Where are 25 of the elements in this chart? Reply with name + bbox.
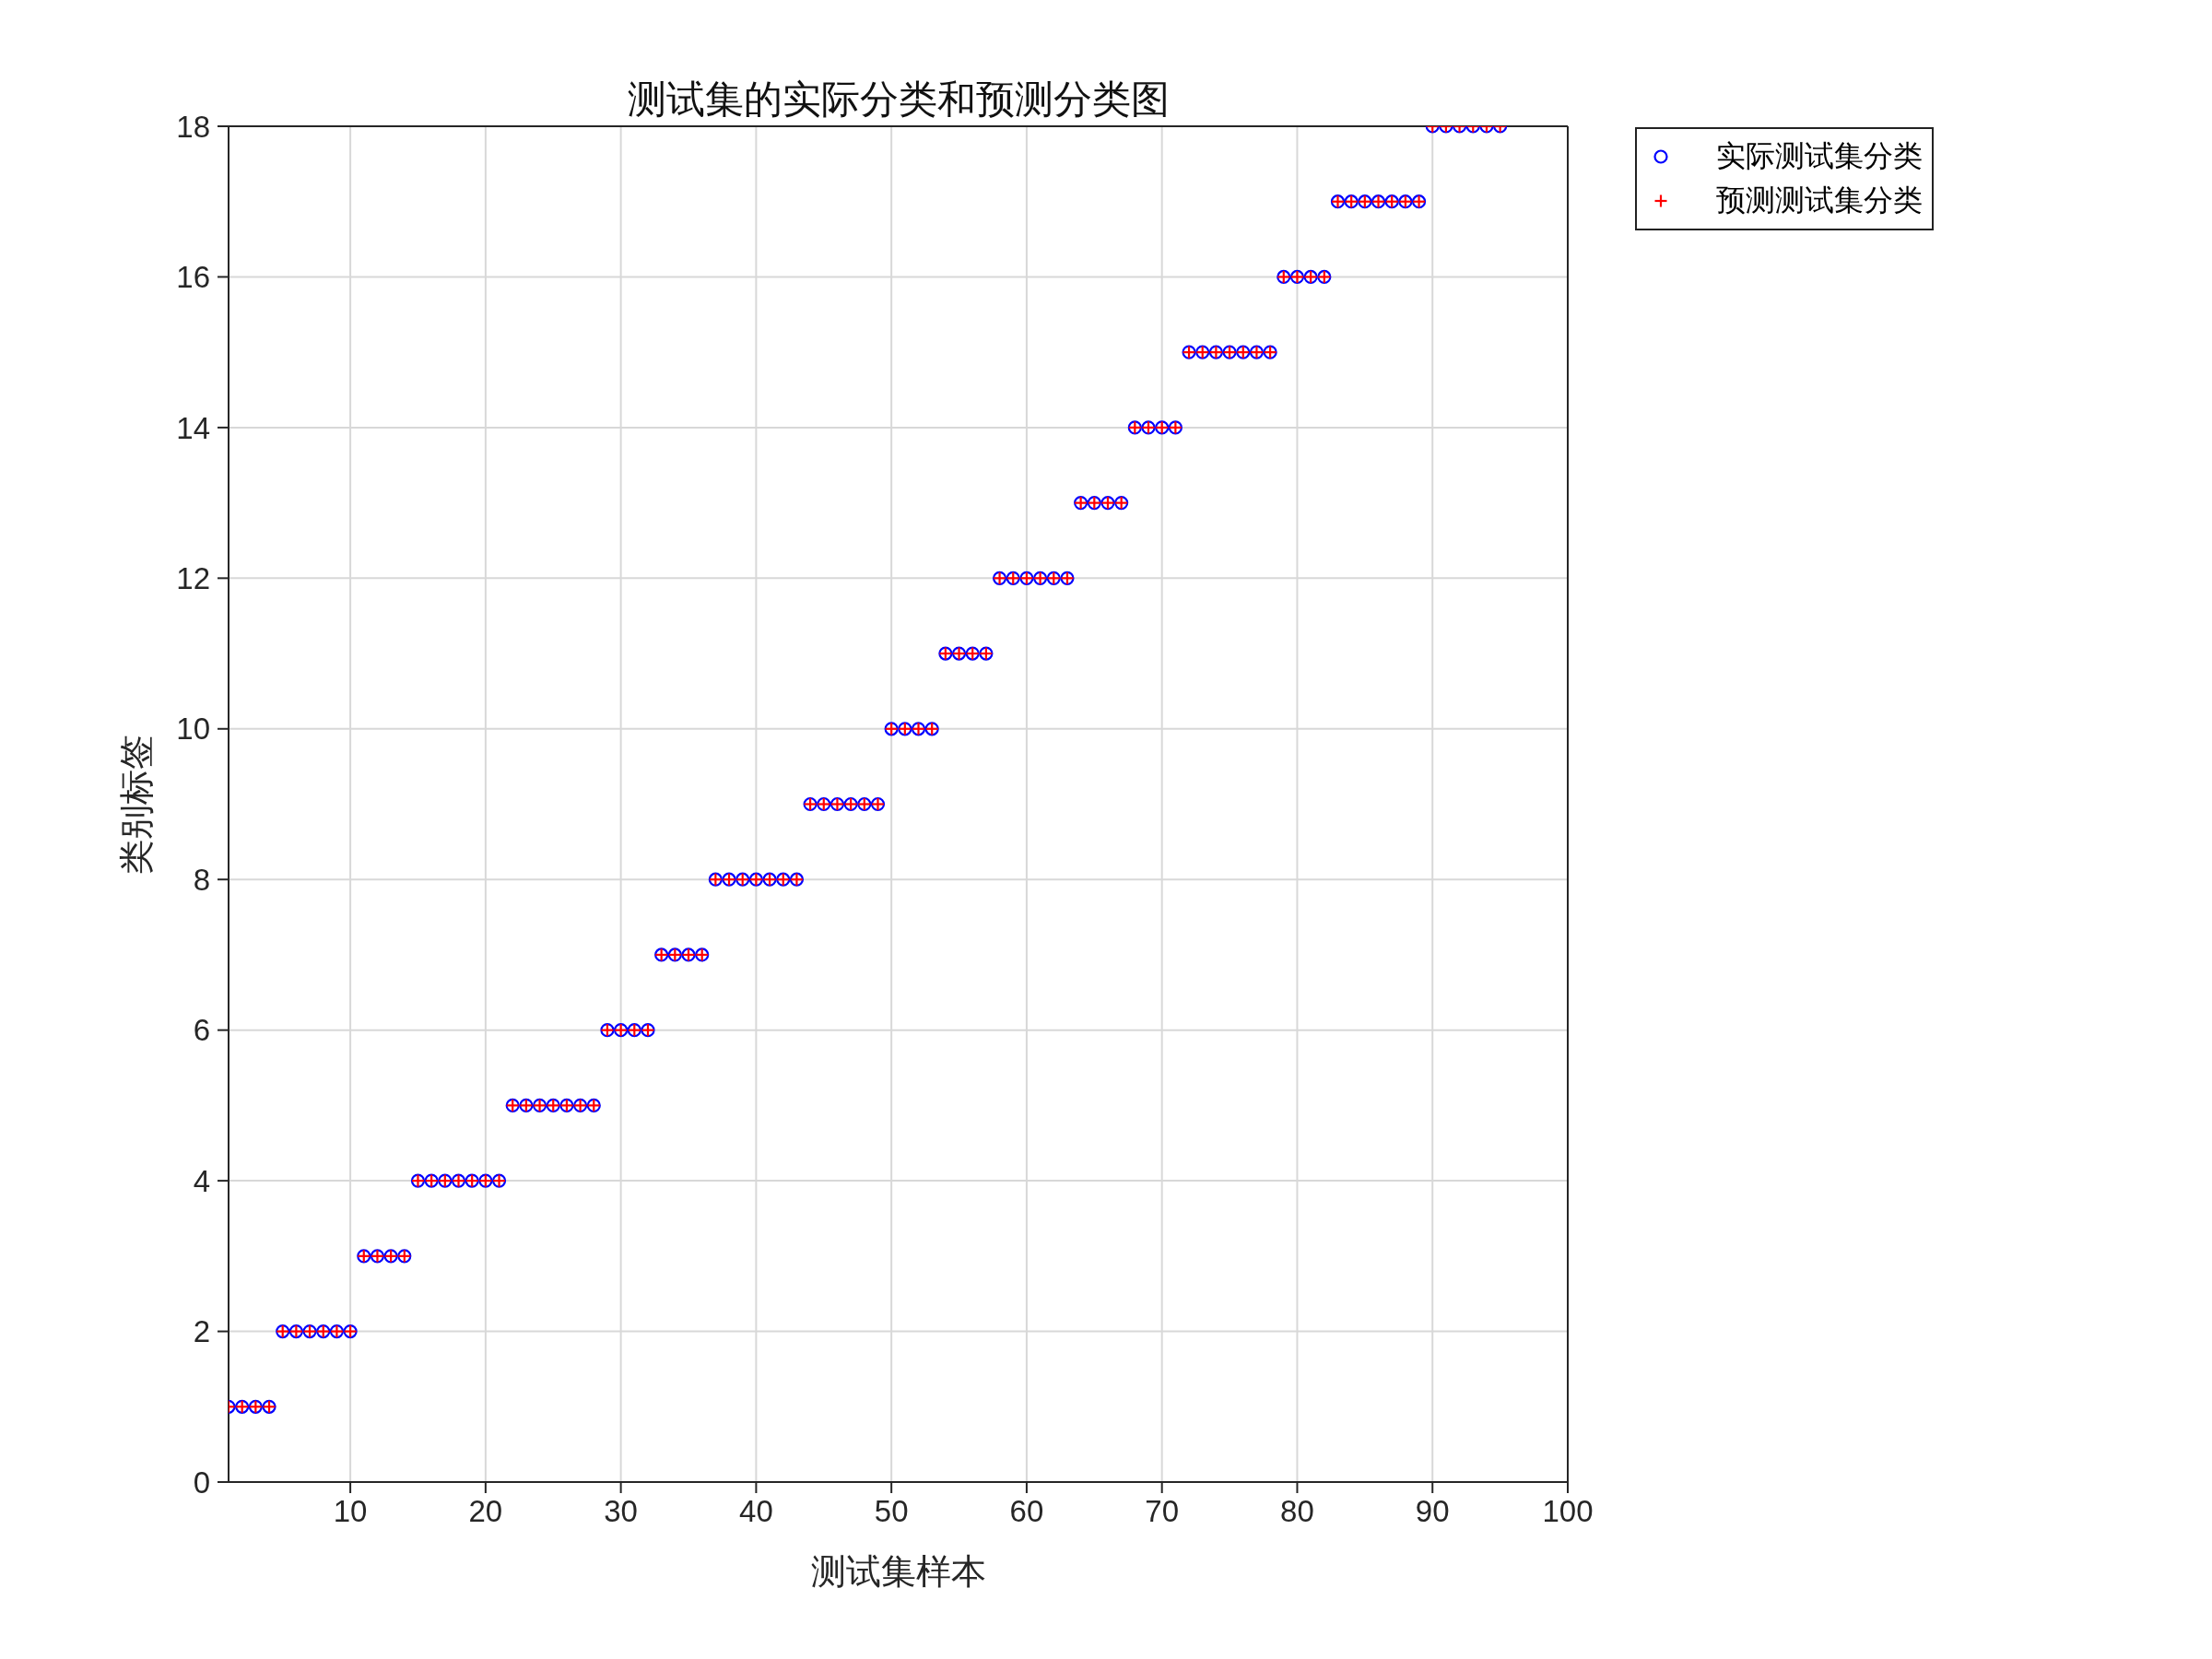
x-tick-label: 100	[1542, 1494, 1594, 1529]
x-tick-label: 10	[333, 1494, 368, 1529]
y-tick-label: 18	[176, 109, 210, 144]
chart-title: 测试集的实际分类和预测分类图	[627, 77, 1171, 123]
x-tick-label: 90	[1415, 1494, 1450, 1529]
x-tick-label: 50	[874, 1494, 909, 1529]
x-tick-label: 20	[468, 1494, 503, 1529]
x-axis-title: 测试集样本	[810, 1552, 986, 1591]
y-tick-label: 14	[176, 410, 210, 445]
x-tick-label: 60	[1009, 1494, 1044, 1529]
y-tick-label: 0	[193, 1465, 210, 1500]
x-tick-label: 30	[604, 1494, 638, 1529]
y-tick-label: 4	[193, 1163, 210, 1198]
y-tick-label: 12	[176, 561, 210, 596]
legend-label: 预测测试集分类	[1716, 182, 1923, 218]
x-tick-label: 80	[1280, 1494, 1314, 1529]
y-tick-label: 10	[176, 712, 210, 747]
y-tick-label: 6	[193, 1013, 210, 1048]
y-tick-label: 8	[193, 862, 210, 897]
y-tick-label: 2	[193, 1314, 210, 1349]
legend-label: 实际测试集分类	[1716, 138, 1923, 174]
y-axis-title: 类别标签	[117, 734, 157, 875]
x-tick-label: 40	[739, 1494, 773, 1529]
x-tick-label: 70	[1145, 1494, 1180, 1529]
y-tick-label: 16	[176, 260, 210, 295]
